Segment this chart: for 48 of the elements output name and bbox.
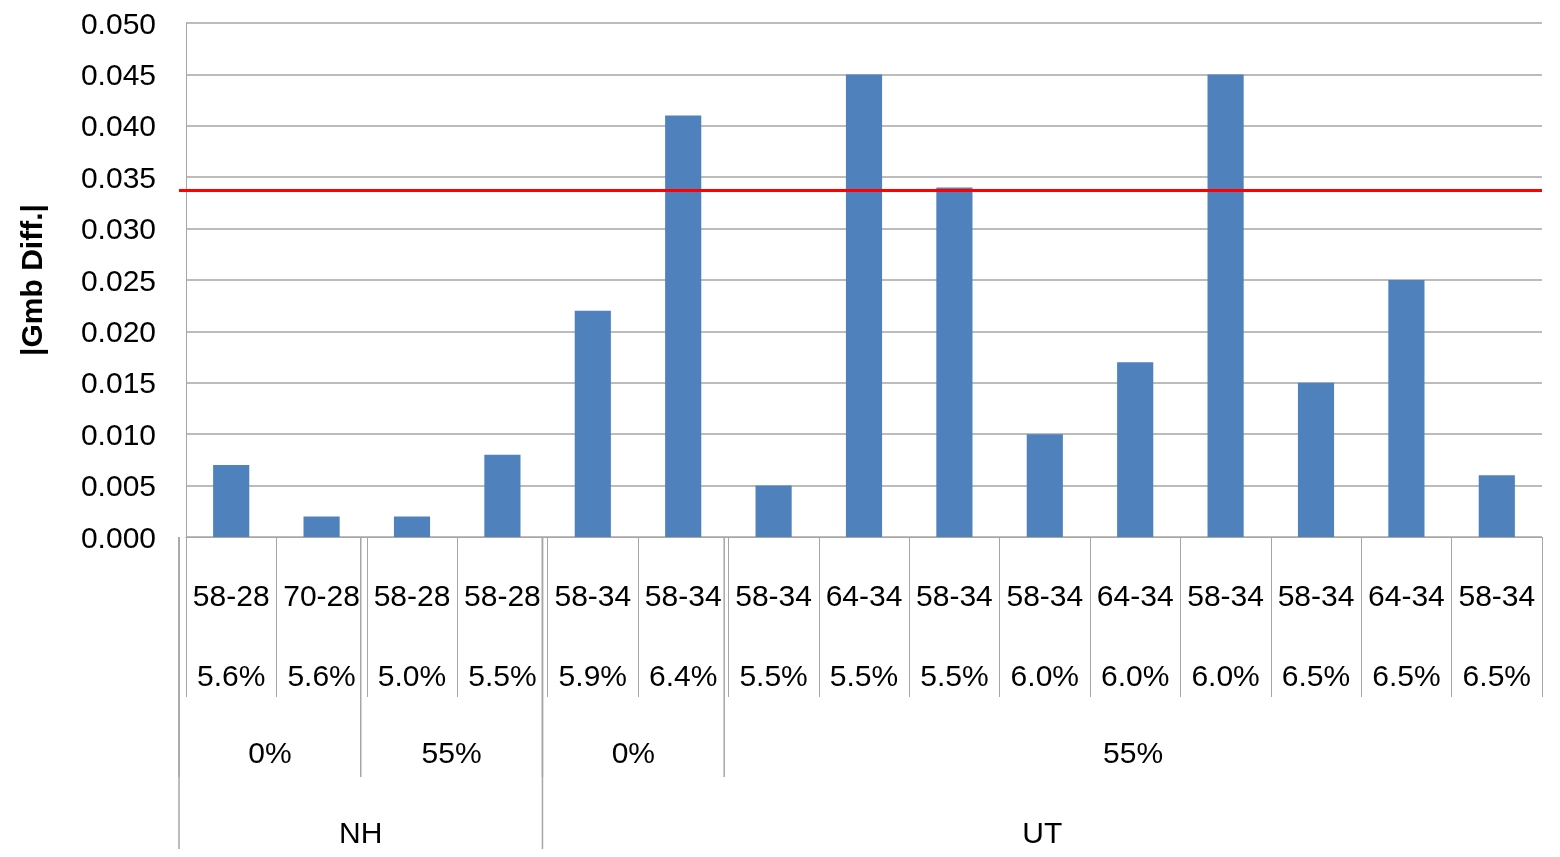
y-tick-label: 0.015 bbox=[80, 366, 156, 400]
bar bbox=[574, 310, 611, 537]
y-tick-label: 0.045 bbox=[80, 57, 156, 91]
bar bbox=[1388, 280, 1425, 537]
text: 55% bbox=[421, 735, 482, 769]
y-tick-label: 0.000 bbox=[80, 520, 156, 554]
text: NH bbox=[339, 815, 383, 849]
bar bbox=[755, 485, 792, 537]
category-label: 64-34 6.5% bbox=[1368, 578, 1445, 692]
category-label: 58-34 6.0% bbox=[1006, 578, 1084, 692]
bar bbox=[213, 465, 250, 537]
y-tick-label: 0.025 bbox=[80, 263, 156, 297]
category-label: 58-34 6.5% bbox=[1458, 578, 1536, 692]
y-tick-label: 0.030 bbox=[80, 212, 156, 246]
bar bbox=[1117, 362, 1154, 537]
y-tick-label: 0.040 bbox=[80, 109, 156, 143]
bar bbox=[665, 115, 702, 537]
category-label: 70-28 5.6% bbox=[283, 578, 360, 692]
bar bbox=[303, 516, 340, 537]
y-tick-label: 0.005 bbox=[80, 469, 156, 503]
category-label: 58-28 5.6% bbox=[192, 578, 270, 692]
category-label: 58-28 5.5% bbox=[464, 578, 541, 692]
bar bbox=[1026, 434, 1063, 537]
category-label: 64-34 6.0% bbox=[1096, 578, 1174, 692]
y-tick-label: 0.010 bbox=[80, 417, 156, 451]
text: 55% bbox=[1103, 735, 1164, 769]
category-label: 58-34 6.4% bbox=[644, 578, 722, 692]
y-tick-label: 0.035 bbox=[80, 160, 156, 194]
y-axis-title: |Gmb Diff.| bbox=[14, 204, 48, 356]
category-label: 58-34 5.5% bbox=[735, 578, 812, 692]
bar bbox=[845, 74, 883, 537]
bar bbox=[393, 516, 431, 537]
bar bbox=[484, 454, 521, 537]
category-label: 58-28 5.0% bbox=[373, 578, 451, 692]
category-label: 64-34 5.5% bbox=[825, 578, 903, 692]
bar bbox=[1478, 475, 1515, 537]
y-tick-label: 0.020 bbox=[80, 314, 156, 348]
text: 0% bbox=[611, 735, 656, 769]
category-label: 58-34 5.9% bbox=[554, 578, 632, 692]
category-label: 58-34 6.5% bbox=[1277, 578, 1355, 692]
text: 0% bbox=[248, 735, 292, 769]
bar bbox=[936, 187, 973, 537]
y-tick-label: 0.050 bbox=[80, 6, 156, 40]
bar bbox=[1207, 74, 1244, 537]
category-label: 58-34 6.0% bbox=[1187, 578, 1264, 692]
text: UT bbox=[1022, 815, 1063, 849]
bar bbox=[1297, 382, 1335, 537]
category-label: 58-34 5.5% bbox=[916, 578, 993, 692]
